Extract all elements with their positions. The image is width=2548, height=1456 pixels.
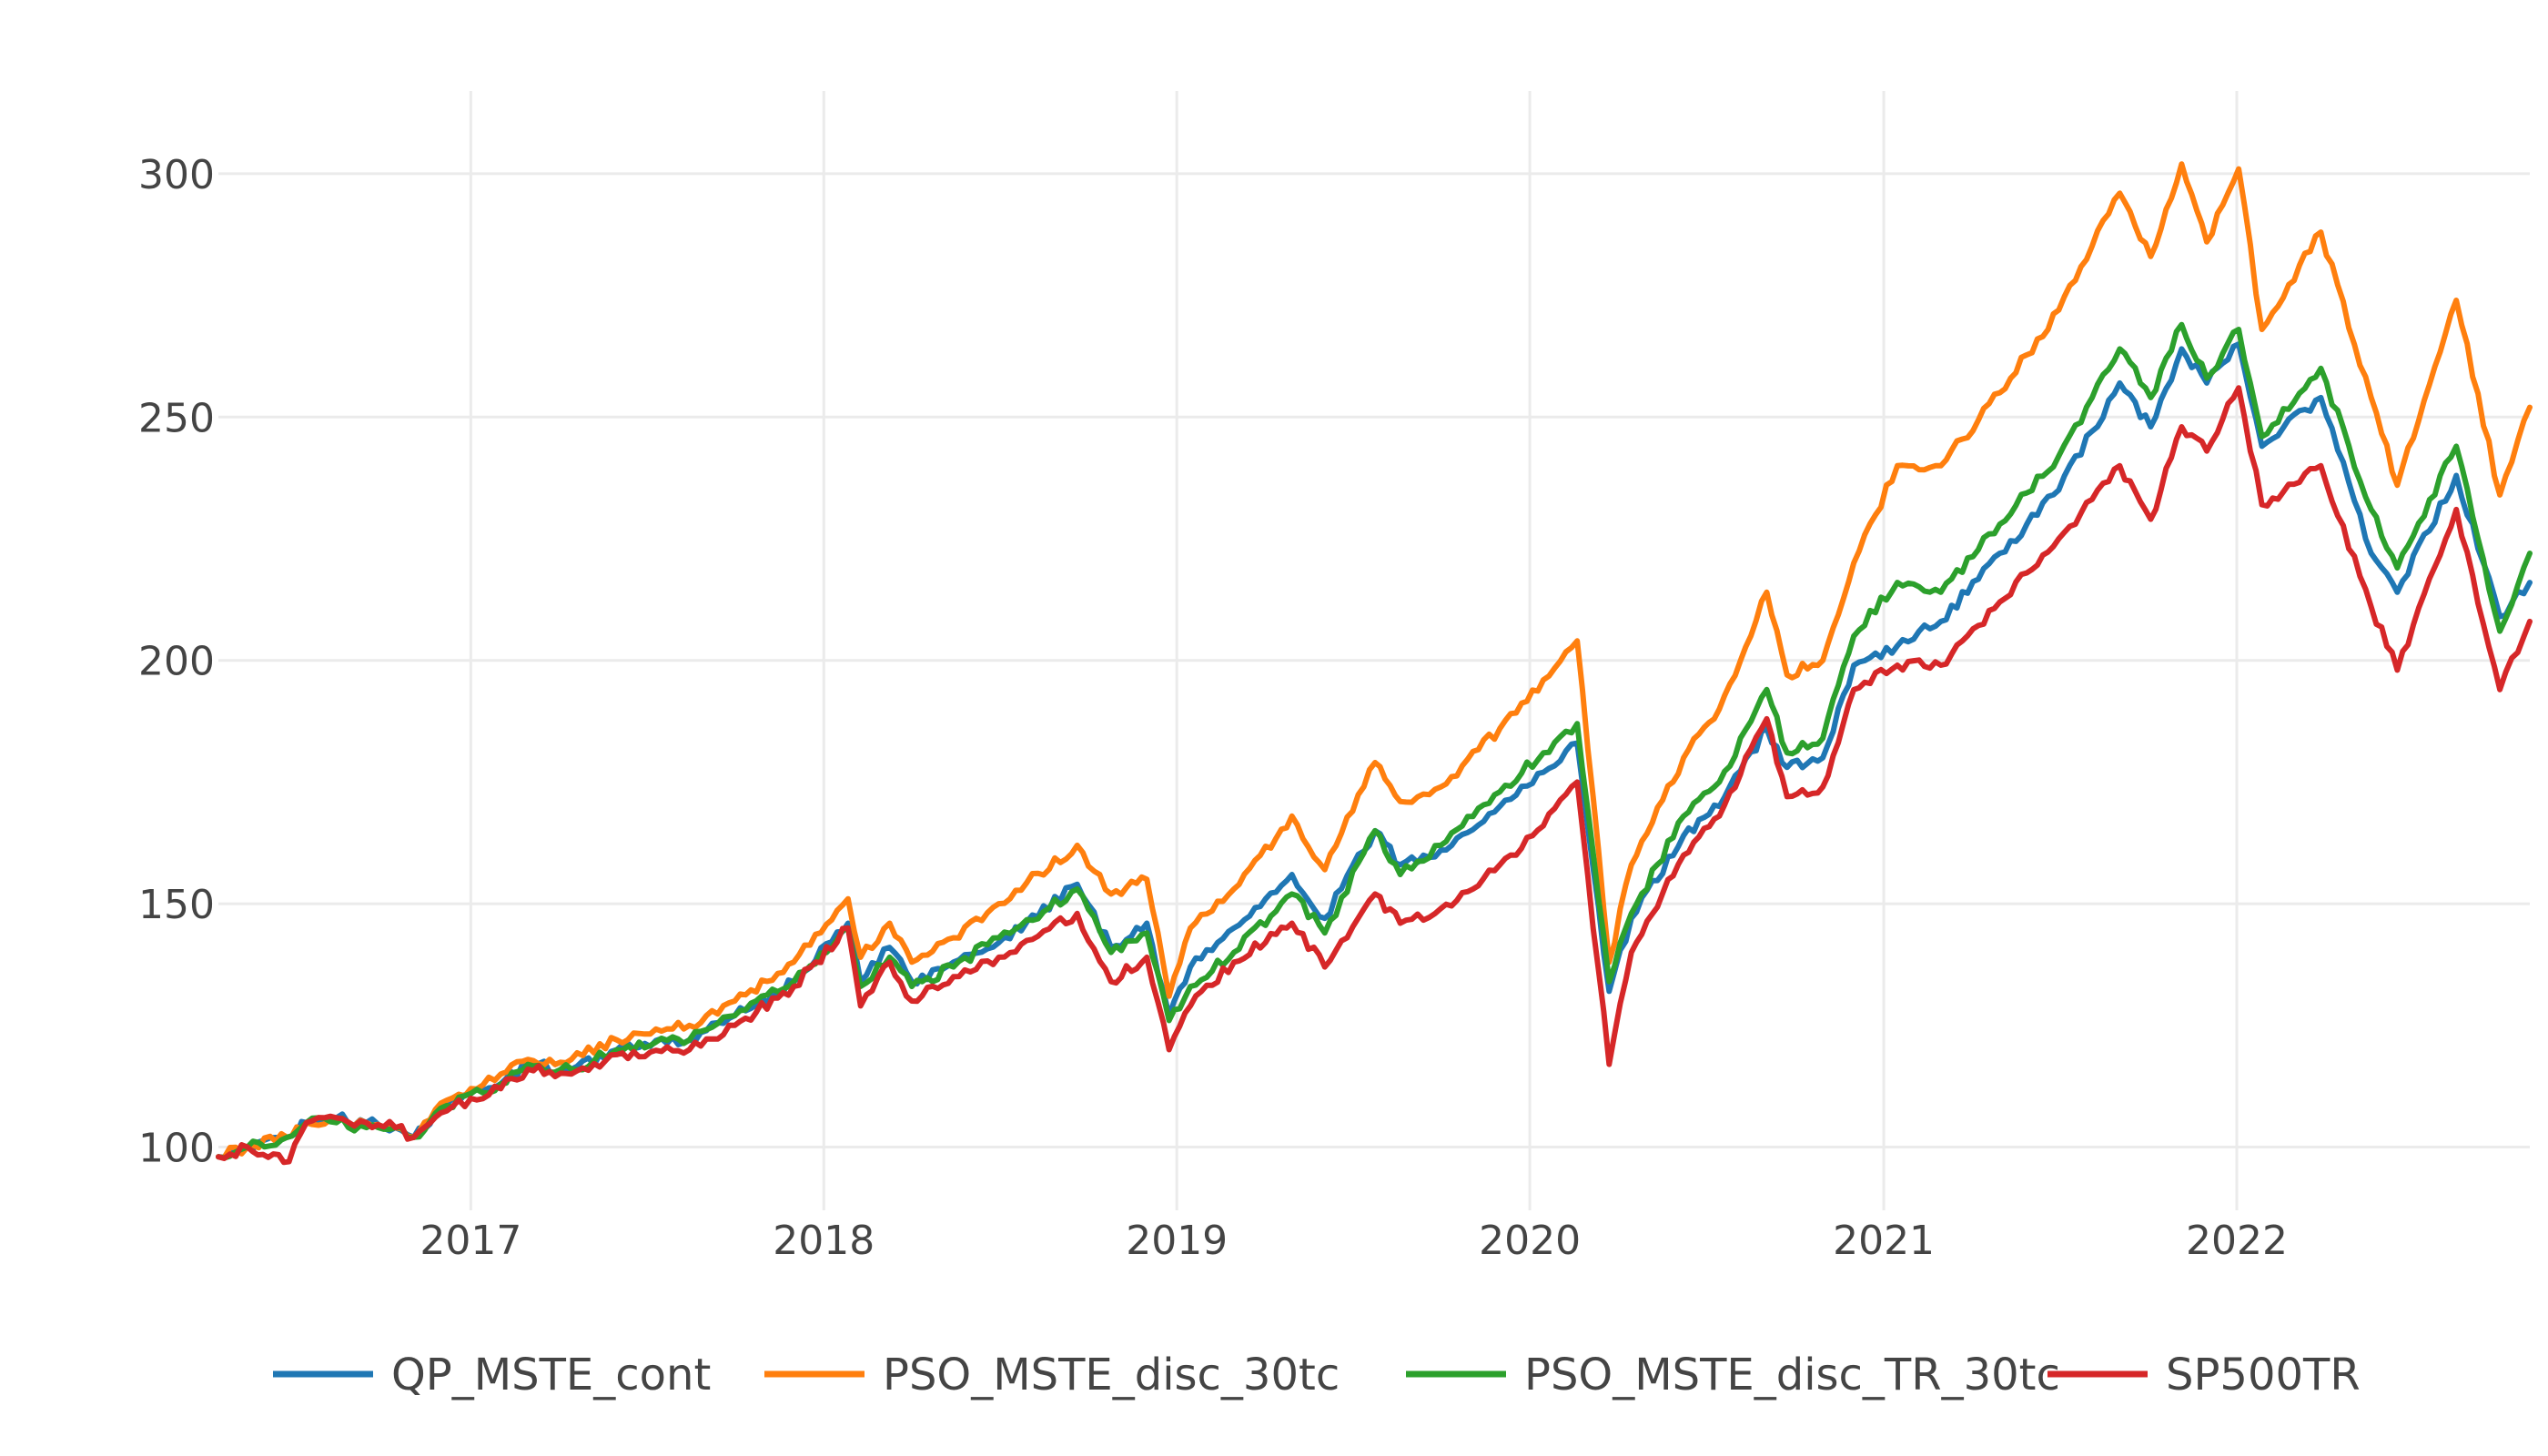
legend[interactable]: QP_MSTE_cont PSO_MSTE_disc_30tc PSO_MSTE_d… — [273, 1350, 2361, 1400]
series-line-SP500TR — [216, 385, 2533, 1166]
series-line-QP_MSTE_cont — [216, 341, 2533, 1160]
series-line-PSO_MSTE_disc_30tc — [216, 161, 2533, 1161]
y-tick-label: 250 — [138, 395, 215, 441]
legend-label: PSO_MSTE_disc_TR_30tc — [1524, 1350, 2060, 1400]
x-axis-ticks: 2017 2018 2019 2020 2021 2022 — [420, 1218, 2288, 1264]
legend-label: QP_MSTE_cont — [391, 1350, 711, 1400]
legend-label: SP500TR — [2166, 1350, 2361, 1400]
legend-item[interactable]: QP_MSTE_cont — [273, 1350, 711, 1400]
legend-label: PSO_MSTE_disc_30tc — [883, 1350, 1340, 1400]
x-tick-label: 2021 — [1833, 1218, 1935, 1264]
legend-item[interactable]: SP500TR — [2048, 1350, 2361, 1400]
x-tick-label: 2018 — [773, 1218, 875, 1264]
x-tick-label: 2020 — [1479, 1218, 1581, 1264]
gridlines — [218, 91, 2530, 1210]
x-tick-label: 2022 — [2186, 1218, 2288, 1264]
y-tick-label: 300 — [138, 152, 215, 198]
series-lines — [216, 161, 2533, 1166]
x-tick-label: 2017 — [420, 1218, 521, 1264]
y-tick-label: 200 — [138, 639, 215, 685]
series-line-PSO_MSTE_disc_TR_30tc — [216, 321, 2533, 1161]
y-tick-label: 150 — [138, 882, 215, 928]
y-axis-ticks: 100 150 200 250 300 — [138, 152, 215, 1172]
y-tick-label: 100 — [138, 1125, 215, 1171]
x-tick-label: 2019 — [1126, 1218, 1228, 1264]
legend-item[interactable]: PSO_MSTE_disc_TR_30tc — [1406, 1350, 2060, 1400]
legend-item[interactable]: PSO_MSTE_disc_30tc — [764, 1350, 1340, 1400]
